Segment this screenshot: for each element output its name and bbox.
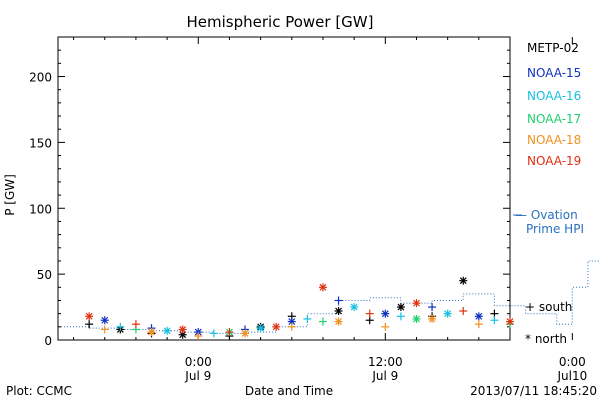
ovation-hpi-line (58, 260, 600, 334)
point-noaa-15-north (474, 312, 483, 321)
point-noaa-16-north (163, 326, 172, 335)
point-noaa-15-north (381, 309, 390, 318)
plot-credit: Plot: CCMC (6, 384, 72, 398)
y-tick-label: 150 (29, 136, 52, 150)
point-noaa-19-north (272, 322, 281, 331)
point-noaa-19-north (412, 299, 421, 308)
point-metp-02-north (396, 303, 405, 312)
y-tick-label: 0 (44, 334, 52, 348)
point-noaa-19-north (506, 317, 514, 326)
x-axis-label: Date and Time (245, 384, 333, 398)
x-tick-time-label: 12:00 (368, 355, 403, 369)
point-noaa-18-south (100, 325, 109, 334)
x-tick-date-label: Jul10 (556, 369, 587, 383)
point-noaa-16-south (116, 322, 125, 331)
legend-ovation-label-2: Prime HPI (526, 222, 584, 236)
point-noaa-15-south (334, 296, 343, 305)
legend-north-marker: * north (525, 332, 567, 346)
legend-entry-noaa-19: NOAA-19 (527, 154, 581, 168)
legend-entry-metp-02: METP-02 (527, 41, 579, 55)
legend-entry-noaa-15: NOAA-15 (527, 66, 581, 80)
point-noaa-18-north (147, 328, 156, 337)
x-tick-date-label: Jul 9 (184, 369, 211, 383)
y-tick-label: 100 (29, 202, 52, 216)
point-noaa-19-north (85, 312, 94, 321)
y-axis-label: P [GW] (3, 174, 17, 216)
point-noaa-17-south (318, 317, 327, 326)
ovation-line-layer (58, 260, 600, 334)
legend-ovation-label: — Ovation (515, 208, 578, 222)
point-noaa-18-north (241, 329, 250, 338)
point-metp-02-south (85, 320, 94, 329)
point-noaa-19-south (459, 307, 468, 316)
legend-entry-noaa-17: NOAA-17 (527, 112, 581, 126)
point-noaa-18-south (474, 320, 483, 329)
point-noaa-19-south (225, 328, 234, 337)
point-noaa-19-north (178, 325, 187, 334)
y-tick-label: 200 (29, 71, 52, 85)
point-noaa-18-south (287, 322, 296, 331)
x-tick-time-label: 0:00 (559, 355, 586, 369)
legend-entry-noaa-16: NOAA-16 (527, 89, 581, 103)
point-noaa-16-south (209, 329, 218, 338)
point-noaa-16-south (396, 312, 405, 321)
point-noaa-18-north (428, 314, 437, 323)
point-noaa-16-south (303, 314, 312, 323)
x-tick-date-label: Jul 9 (371, 369, 398, 383)
x-tick-time-label: 0:00 (185, 355, 212, 369)
legend-entry-noaa-18: NOAA-18 (527, 133, 581, 147)
chart-title: Hemispheric Power [GW] (187, 13, 374, 31)
plot-timestamp: 2013/07/11 18:45:20 (470, 384, 597, 398)
point-noaa-18-south (381, 322, 390, 331)
point-noaa-17-north (412, 314, 421, 323)
data-points-layer (85, 276, 514, 341)
point-noaa-15-south (428, 303, 437, 312)
point-metp-02-north (459, 276, 468, 285)
point-noaa-19-north (318, 283, 327, 292)
y-tick-label: 50 (37, 268, 52, 282)
point-metp-02-north (334, 307, 343, 316)
plot-area-frame (57, 36, 511, 341)
point-noaa-16-north (443, 309, 452, 318)
point-noaa-19-south (365, 309, 374, 318)
legend-south-marker: + south (525, 300, 572, 314)
point-noaa-16-north (350, 303, 359, 312)
legend: METP-02 NOAA-15 NOAA-16 NOAA-17 NOAA-18 … (513, 41, 584, 346)
point-noaa-15-north (100, 316, 109, 325)
point-noaa-16-north (256, 324, 265, 333)
point-noaa-18-north (334, 317, 343, 326)
point-noaa-18-south (194, 332, 203, 341)
point-noaa-19-south (131, 320, 140, 329)
point-noaa-16-south (490, 316, 499, 325)
